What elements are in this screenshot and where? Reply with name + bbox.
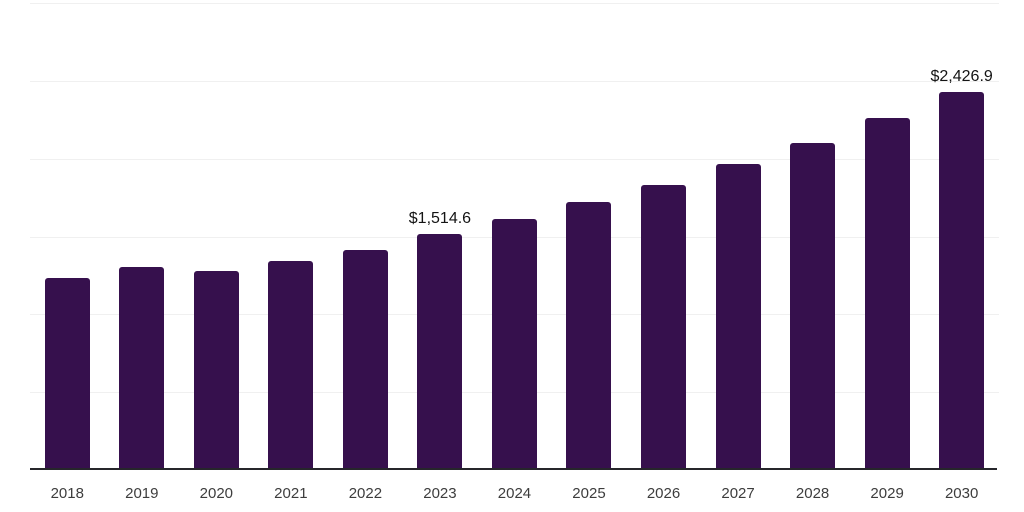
bar-slot-2018 (30, 3, 105, 470)
bar-slot-2021 (254, 3, 329, 470)
value-label-2030: $2,426.9 (930, 68, 993, 86)
bar-2022 (342, 249, 388, 470)
x-tick-label-2024: 2024 (497, 485, 532, 502)
x-tick-label-2023: 2023 (423, 485, 457, 502)
bar-2021 (268, 261, 314, 470)
bar-slot-2025 (552, 3, 627, 470)
bar-2027 (715, 163, 761, 470)
bar-2020 (193, 271, 239, 470)
x-tick-label-2026: 2026 (646, 485, 681, 502)
x-tick-label-2020: 2020 (199, 485, 234, 502)
bar-2024 (491, 219, 537, 470)
bar-2023 (417, 234, 463, 470)
bar-2019 (119, 266, 165, 470)
x-tick-label-2027: 2027 (721, 485, 755, 502)
bars-row: $1,514.6 $2,426.9 (30, 3, 999, 470)
plot-area: $1,514.6 $2,426.9 (30, 3, 999, 470)
bar-2028 (790, 142, 836, 470)
bar-slot-2023: $1,514.6 (403, 3, 478, 470)
bar-2026 (641, 184, 687, 470)
bar-slot-2019 (105, 3, 180, 470)
bar-slot-2027 (701, 3, 776, 470)
bar-slot-2020 (179, 3, 254, 470)
x-tick-label-2019: 2019 (125, 485, 159, 502)
bar-2030 (939, 92, 985, 470)
bar-2025 (566, 201, 612, 470)
bar-2029 (864, 117, 910, 470)
x-axis-line (30, 468, 997, 470)
bar-slot-2022 (328, 3, 403, 470)
x-tick-label-2022: 2022 (348, 485, 383, 502)
x-tick-label-2030: 2030 (944, 485, 979, 502)
x-tick-label-2029: 2029 (870, 485, 904, 502)
gridline-2500 (30, 80, 999, 82)
x-tick-label-2025: 2025 (572, 485, 606, 502)
bar-slot-2026 (626, 3, 701, 470)
bar-slot-2028 (775, 3, 850, 470)
x-tick-label-2018: 2018 (50, 485, 84, 502)
bar-slot-2029 (850, 3, 925, 470)
x-axis-tick-labels: 2018 2019 2020 2021 2022 2023 2024 2025 2026 2027… (30, 485, 999, 502)
bar-slot-2030: $2,426.9 (924, 3, 999, 470)
gridline-2000 (30, 158, 999, 160)
bar-2018 (44, 277, 90, 470)
bar-slot-2024 (477, 3, 552, 470)
gridline-3000 (30, 3, 999, 4)
x-tick-label-2021: 2021 (274, 485, 308, 502)
value-label-2023: $1,514.6 (408, 210, 472, 228)
x-tick-label-2028: 2028 (795, 485, 830, 502)
